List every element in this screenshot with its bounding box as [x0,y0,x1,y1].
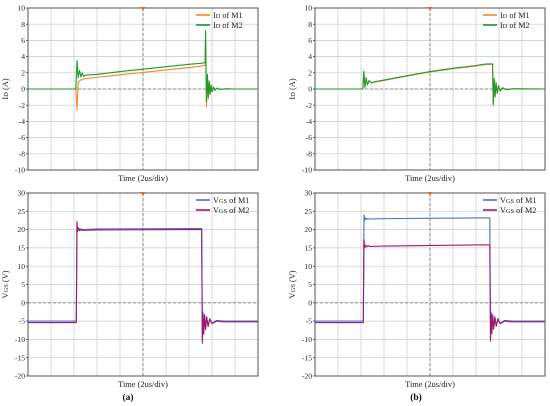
series-line-2 [28,221,258,344]
x-axis-label: Time (2us/div) [118,174,168,183]
y-tick-label: -10 [15,166,25,175]
x-axis-label: Time (2us/div) [405,174,455,183]
legend-label-2: VGS of M2 [213,206,249,215]
y-tick-label: 15 [17,244,25,253]
y-tick-label: -15 [302,353,312,362]
series-line-2 [315,238,545,342]
y-tick-label: 0 [308,85,312,94]
y-tick-label: -8 [306,149,313,158]
chart-b-voltage: -20 -15 -10 -5 0 5 10 15 20 25 30 Time (2us/div) VGS… [288,189,546,389]
trigger-marker [140,7,146,11]
y-tick-label: 4 [308,52,312,61]
y-tick-label: 15 [304,244,312,253]
y-tick-label: 0 [308,298,312,307]
y-tick-label: -5 [19,317,26,326]
y-tick-label: -15 [15,353,25,362]
y-tick-label: -20 [15,372,25,381]
legend-label-1: VGS of M1 [500,196,536,205]
y-tick-label: 0 [21,298,25,307]
y-tick-label: 10 [304,4,312,13]
y-tick-label: 10 [17,4,25,13]
y-tick-label: 2 [21,68,25,77]
y-tick-label: 0 [21,85,25,94]
y-tick-label: 20 [17,225,25,234]
chart-a-voltage: -20 -15 -10 -5 0 5 10 15 20 25 30 Time (2us/div) VGS… [1,189,259,389]
y-tick-label: 25 [304,207,312,216]
y-axis-label: VGS (V) [1,270,10,298]
y-tick-label: -8 [19,149,26,158]
series-line-2 [28,30,258,103]
series-line-2 [315,63,546,106]
y-tick-label: 30 [17,189,25,198]
trigger-marker [427,7,433,11]
y-tick-label: 25 [17,207,25,216]
y-tick-label: 20 [304,225,312,234]
legend-label-2: ID of M2 [500,21,530,30]
legend-label-2: VGS of M2 [500,206,536,215]
y-axis-label: ID (A) [288,78,297,99]
legend-label-2: ID of M2 [213,21,243,30]
chart-b-current: -10 -8 -6 -4 -2 0 2 4 6 8 10 Time (2us/div) ID (A) ID… [288,4,546,183]
legend-label-1: ID of M1 [500,11,530,20]
trigger-marker [140,192,146,196]
y-tick-label: 5 [21,280,25,289]
y-tick-label: -5 [306,317,313,326]
y-tick-label: -20 [302,372,312,381]
y-tick-label: 6 [308,36,312,45]
x-axis-label: Time (2us/div) [118,380,168,389]
y-tick-label: -4 [306,117,313,126]
y-tick-label: -4 [19,117,26,126]
y-axis-label: ID (A) [1,78,10,99]
y-tick-label: 2 [308,68,312,77]
y-tick-label: 10 [304,262,312,271]
y-tick-label: 8 [21,20,25,29]
y-tick-label: -10 [15,335,25,344]
trigger-marker [427,192,433,196]
legend-label-1: ID of M1 [213,11,243,20]
y-axis-label: VGS (V) [288,270,297,298]
y-tick-label: 6 [21,36,25,45]
y-tick-label: -10 [302,335,312,344]
legend-label-1: VGS of M1 [213,196,249,205]
x-axis-label: Time (2us/div) [405,380,455,389]
y-tick-label: -10 [302,166,312,175]
panel-label-a: (a) [122,392,133,403]
y-tick-label: -2 [19,101,26,110]
y-tick-label: 8 [308,20,312,29]
y-tick-label: 5 [308,280,312,289]
y-tick-label: -6 [19,133,26,142]
panel-label-b: (b) [410,392,422,403]
y-tick-label: -6 [306,133,313,142]
chart-a-current: -10 -8 -6 -4 -2 0 2 4 6 8 10 Time (2us/div) ID (A) ID… [1,4,259,183]
y-tick-label: 30 [304,189,312,198]
y-tick-label: 10 [17,262,25,271]
y-tick-label: 4 [21,52,25,61]
y-tick-label: -2 [306,101,313,110]
